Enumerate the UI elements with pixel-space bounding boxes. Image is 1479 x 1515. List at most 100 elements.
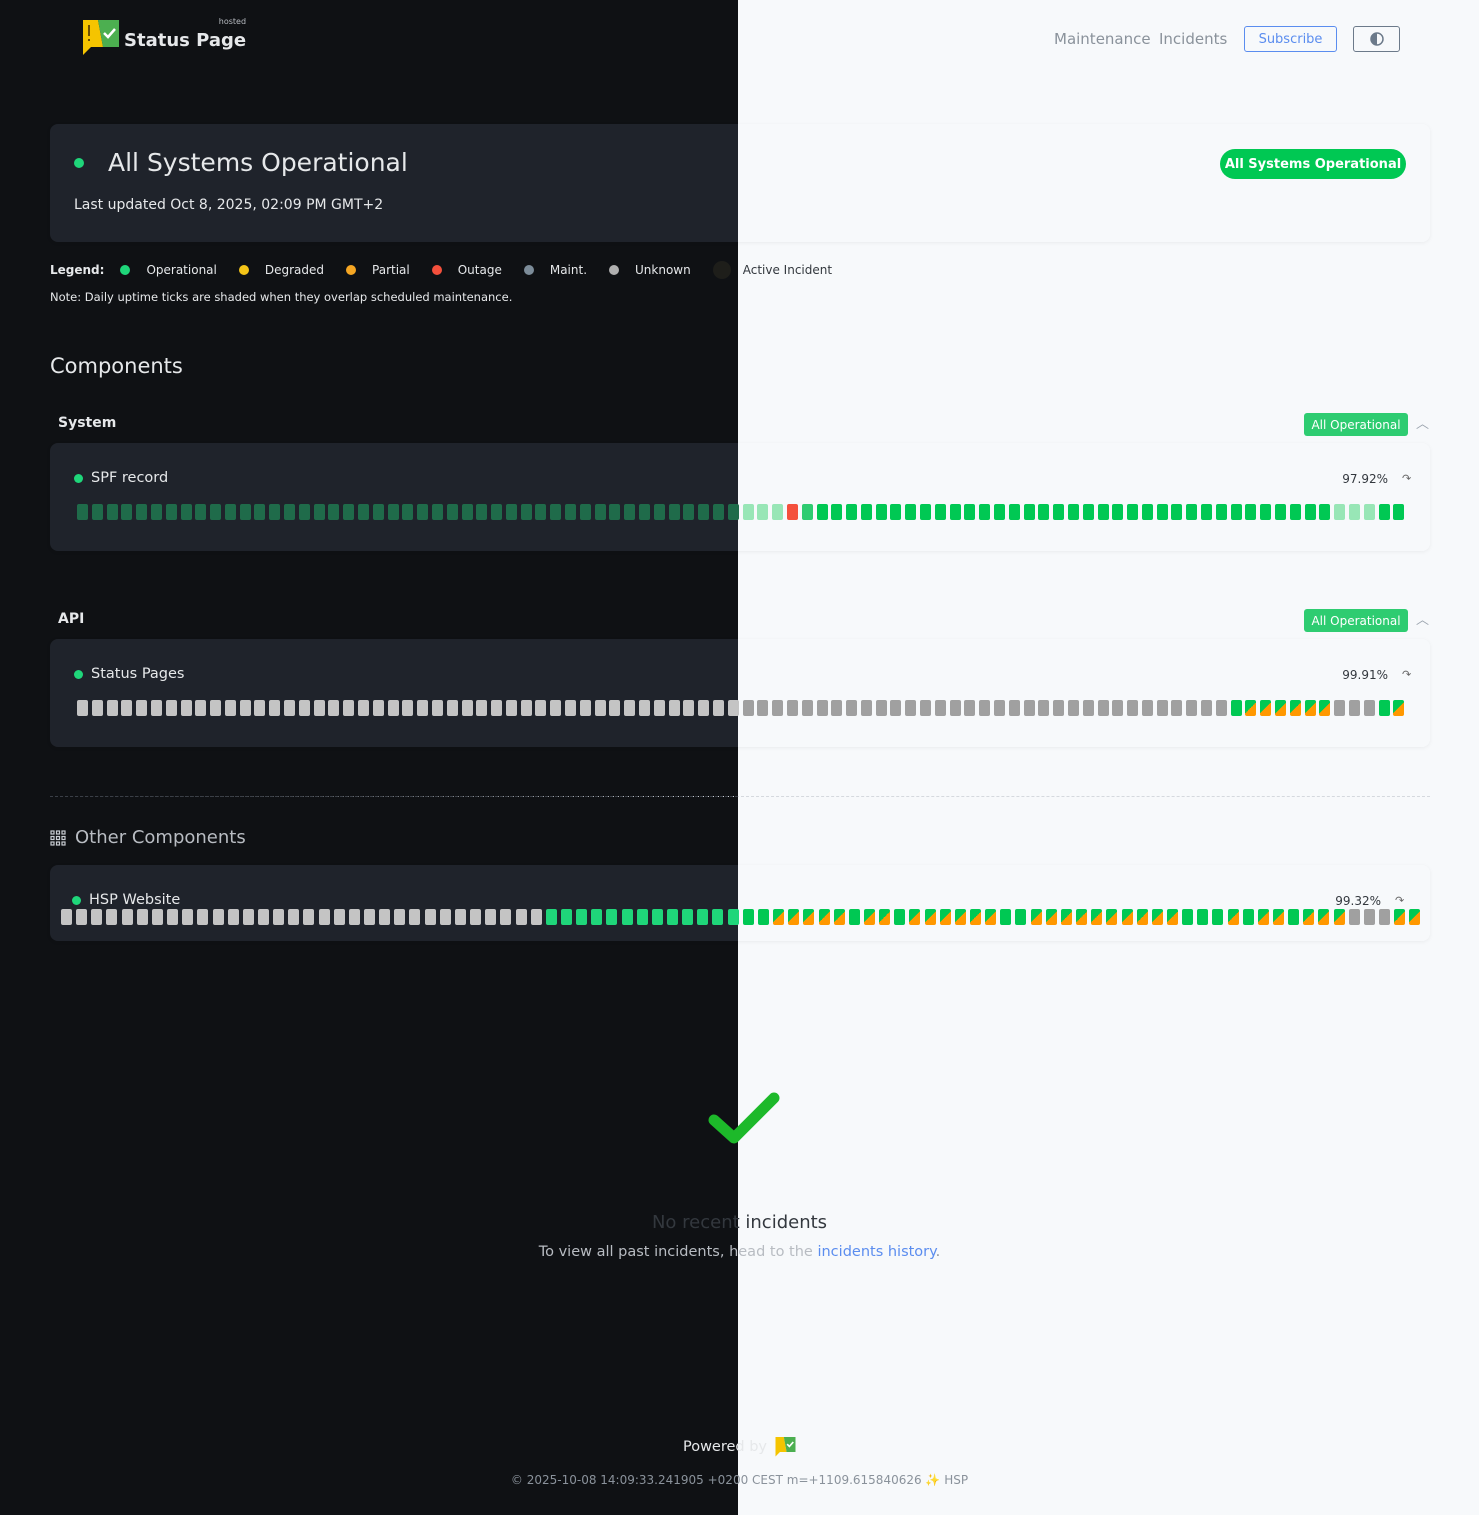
uptime-tick-split[interactable] [1121,909,1133,925]
uptime-tick-split[interactable] [1333,909,1345,925]
uptime-tick-unknown[interactable] [1363,700,1375,716]
uptime-tick-shaded[interactable] [284,504,296,520]
uptime-tick-unknown[interactable] [224,700,236,716]
uptime-tick-op[interactable] [742,909,754,925]
uptime-tick-unknown[interactable] [905,700,917,716]
uptime-tick-split[interactable] [1318,909,1330,925]
uptime-tick-split[interactable] [788,909,800,925]
uptime-tick-op[interactable] [682,909,694,925]
uptime-tick-op[interactable] [1067,504,1079,520]
uptime-tick-unknown[interactable] [431,700,443,716]
uptime-tick-split[interactable] [1289,700,1301,716]
uptime-tick-unknown[interactable] [565,700,577,716]
uptime-tick-unknown[interactable] [594,700,606,716]
uptime-tick-shaded[interactable] [313,504,325,520]
uptime-tick-unknown[interactable] [91,909,103,925]
uptime-tick-unknown[interactable] [212,909,224,925]
uptime-tick-unknown[interactable] [61,909,72,925]
uptime-tick-unknown[interactable] [1156,700,1168,716]
uptime-tick-shaded[interactable] [387,504,399,520]
uptime-tick-op[interactable] [848,909,860,925]
uptime-tick-op[interactable] [1212,909,1224,925]
uptime-tick-shaded[interactable] [505,504,517,520]
uptime-tick-unknown[interactable] [348,909,360,925]
uptime-tick-shaded[interactable] [772,504,784,520]
uptime-tick-unknown[interactable] [91,700,103,716]
uptime-tick-split[interactable] [924,909,936,925]
uptime-tick-op[interactable] [545,909,557,925]
uptime-tick-unknown[interactable] [668,700,680,716]
uptime-tick-shaded[interactable] [653,504,665,520]
uptime-tick-op[interactable] [1274,504,1286,520]
subscribe-button[interactable]: Subscribe [1244,26,1337,52]
uptime-tick-shaded[interactable] [639,504,651,520]
uptime-tick-unknown[interactable] [1379,909,1391,925]
chevron-up-icon[interactable]: ︿ [1416,613,1430,628]
uptime-tick-shaded[interactable] [77,504,88,520]
uptime-tick-shaded[interactable] [343,504,355,520]
uptime-tick-unknown[interactable] [372,700,384,716]
uptime-tick-shaded[interactable] [461,504,473,520]
uptime-tick-unknown[interactable] [284,700,296,716]
uptime-tick-split[interactable] [985,909,997,925]
uptime-tick-split[interactable] [1045,909,1057,925]
uptime-tick-split[interactable] [773,909,785,925]
uptime-tick-mid[interactable] [801,504,813,520]
uptime-tick-unknown[interactable] [424,909,436,925]
uptime-tick-shaded[interactable] [402,504,414,520]
uptime-tick-unknown[interactable] [106,700,118,716]
uptime-tick-unknown[interactable] [920,700,932,716]
uptime-tick-unknown[interactable] [890,700,902,716]
uptime-tick-split[interactable] [970,909,981,925]
uptime-tick-outage[interactable] [786,504,798,520]
uptime-tick-op[interactable] [949,504,961,520]
uptime-tick-shaded[interactable] [594,504,606,520]
uptime-tick-op[interactable] [1378,504,1390,520]
uptime-tick-unknown[interactable] [1201,700,1213,716]
uptime-tick-op[interactable] [697,909,709,925]
uptime-tick-shaded[interactable] [254,504,266,520]
uptime-tick-op[interactable] [1097,504,1109,520]
uptime-tick-op[interactable] [964,504,976,520]
uptime-tick-op[interactable] [890,504,902,520]
uptime-tick-unknown[interactable] [816,700,828,716]
uptime-tick-unknown[interactable] [979,700,991,716]
uptime-tick-split[interactable] [1274,700,1286,716]
uptime-tick-split[interactable] [818,909,830,925]
uptime-tick-unknown[interactable] [394,909,406,925]
uptime-tick-shaded[interactable] [195,504,207,520]
uptime-tick-op[interactable] [1245,504,1257,520]
uptime-tick-unknown[interactable] [417,700,429,716]
uptime-tick-unknown[interactable] [1127,700,1139,716]
uptime-tick-unknown[interactable] [875,700,887,716]
uptime-tick-shaded[interactable] [757,504,769,520]
uptime-tick-unknown[interactable] [727,700,739,716]
uptime-tick-unknown[interactable] [1097,700,1109,716]
uptime-tick-shaded[interactable] [491,504,503,520]
uptime-tick-split[interactable] [863,909,875,925]
uptime-tick-unknown[interactable] [136,700,148,716]
uptime-tick-unknown[interactable] [801,700,813,716]
uptime-tick-split[interactable] [1091,909,1103,925]
uptime-tick-shaded[interactable] [1348,504,1360,520]
uptime-tick-split[interactable] [1319,700,1331,716]
uptime-tick-unknown[interactable] [195,700,207,716]
uptime-tick-unknown[interactable] [454,909,466,925]
uptime-tick-unknown[interactable] [136,909,148,925]
uptime-tick-unknown[interactable] [712,700,724,716]
uptime-tick-unknown[interactable] [683,700,695,716]
uptime-tick-unknown[interactable] [742,700,754,716]
uptime-tick-shaded[interactable] [180,504,192,520]
uptime-tick-shaded[interactable] [372,504,384,520]
uptime-tick-op[interactable] [1000,909,1012,925]
uptime-tick-shaded[interactable] [224,504,236,520]
uptime-tick-unknown[interactable] [227,909,239,925]
uptime-tick-unknown[interactable] [993,700,1005,716]
uptime-tick-op[interactable] [993,504,1005,520]
uptime-tick-op[interactable] [1127,504,1139,520]
uptime-tick-unknown[interactable] [860,700,872,716]
uptime-tick-split[interactable] [1394,909,1406,925]
uptime-tick-op[interactable] [1304,504,1316,520]
uptime-tick-unknown[interactable] [1082,700,1094,716]
uptime-tick-unknown[interactable] [624,700,636,716]
